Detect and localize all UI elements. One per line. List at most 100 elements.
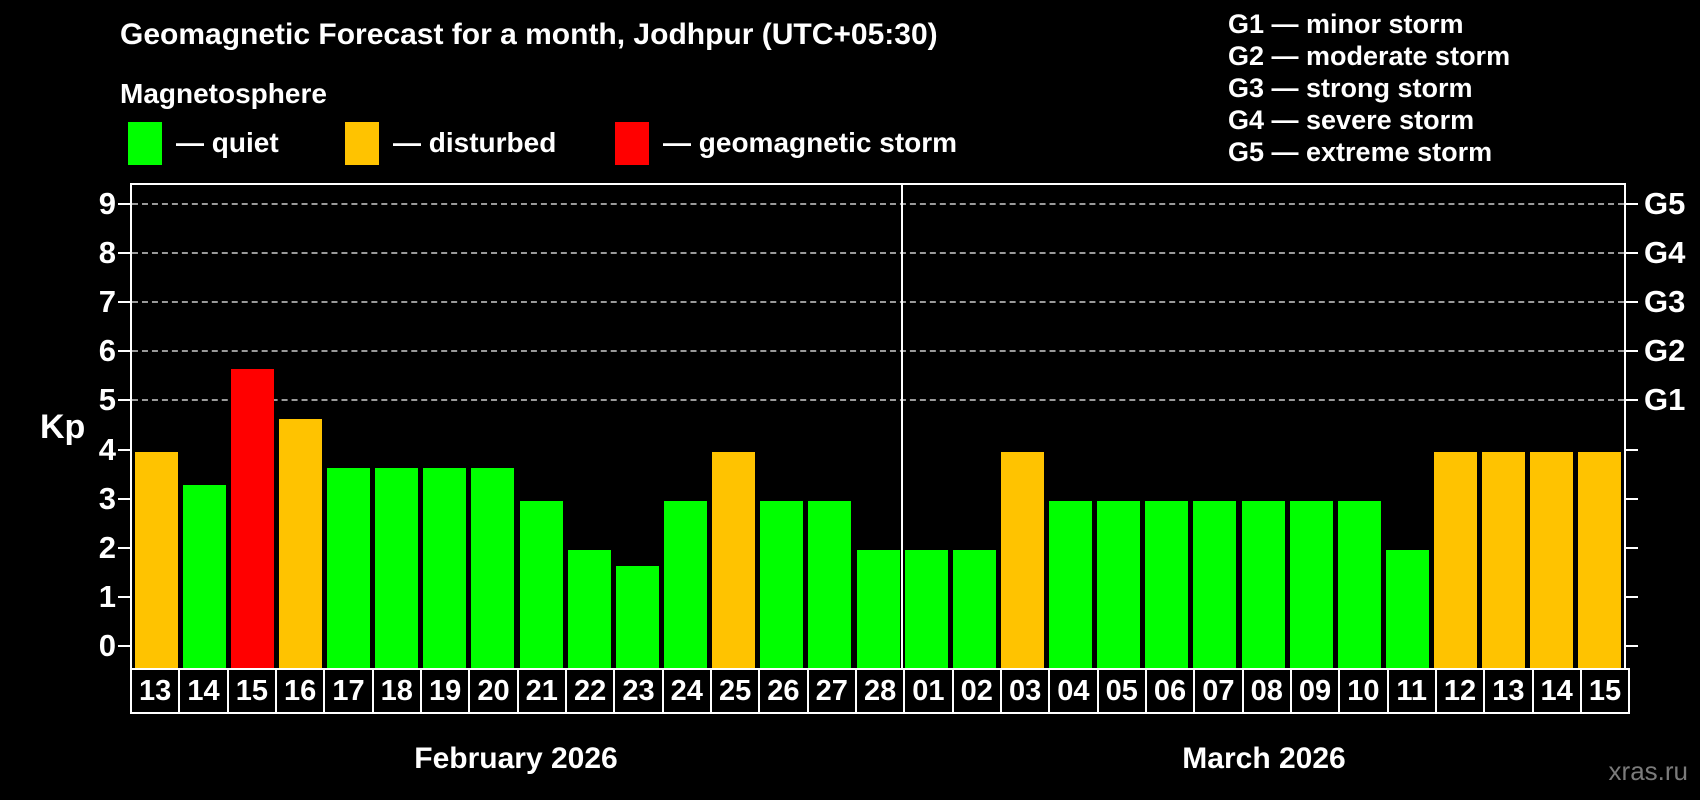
left-axis-tick: [118, 301, 130, 304]
kp-bar-day-06: [1145, 500, 1189, 668]
kp-bar-day-07: [1193, 500, 1237, 668]
day-label: 13: [1483, 668, 1534, 714]
kp-bar-day-22: [567, 549, 611, 668]
day-label: 25: [709, 668, 761, 714]
right-axis-tick: [1626, 399, 1638, 402]
day-label: 14: [1531, 668, 1582, 714]
left-axis-tick: [118, 546, 130, 549]
day-label: 28: [854, 668, 906, 714]
left-axis-tick: [118, 645, 130, 648]
y-axis-tick-label: 5: [98, 382, 116, 418]
y-axis-tick-label: 8: [98, 234, 116, 270]
day-label: 03: [999, 668, 1051, 714]
legend-item-disturbed: — disturbed: [345, 120, 556, 166]
day-label: 18: [371, 668, 422, 714]
legend-label-storm: — geomagnetic storm: [663, 127, 958, 158]
y-axis-tick-label: 6: [98, 333, 116, 369]
g-level-label: G5: [1644, 185, 1686, 221]
kp-bar-day-09: [1289, 500, 1333, 668]
kp-bar-day-26: [760, 500, 804, 668]
gridline-kp9: [132, 202, 1624, 205]
day-label: 10: [1338, 668, 1389, 714]
day-label: 15: [1579, 668, 1631, 714]
g-level-label: G3: [1644, 284, 1686, 320]
kp-bar-day-11: [1385, 549, 1429, 668]
day-label: 12: [1434, 668, 1486, 714]
kp-bar-day-14: [1530, 451, 1574, 668]
day-label: 23: [613, 668, 664, 714]
kp-bar-day-17: [327, 467, 371, 668]
left-axis-tick: [118, 202, 130, 205]
day-label: 26: [758, 668, 809, 714]
day-label: 21: [516, 668, 567, 714]
day-label: 13: [130, 668, 181, 714]
disturbed-color-swatch: [345, 121, 379, 165]
g-scale-line-5: G5 — extreme storm: [1228, 137, 1493, 167]
g-scale-line-3: G3 — strong storm: [1228, 73, 1473, 103]
storm-color-swatch: [615, 121, 649, 165]
gridline-kp5: [132, 399, 1624, 402]
left-axis-tick: [118, 497, 130, 500]
y-axis-tick-label: 1: [98, 579, 116, 615]
right-axis-tick: [1626, 350, 1638, 353]
day-label: 02: [951, 668, 1002, 714]
day-label: 15: [226, 668, 277, 714]
quiet-color-swatch: [128, 121, 162, 165]
day-label: 04: [1048, 668, 1099, 714]
legend-label-quiet: — quiet: [176, 127, 279, 158]
legend-label-disturbed: — disturbed: [393, 127, 557, 158]
right-axis-tick: [1626, 596, 1638, 599]
kp-bar-day-28: [856, 549, 900, 668]
kp-bar-day-24: [663, 500, 707, 668]
right-axis-tick: [1626, 251, 1638, 254]
day-label: 19: [419, 668, 471, 714]
g-level-label: G4: [1644, 234, 1686, 270]
kp-bar-day-13: [1482, 451, 1526, 668]
y-axis-tick-label: 4: [98, 431, 116, 467]
day-label: 11: [1386, 668, 1437, 714]
day-label: 01: [903, 668, 954, 714]
kp-bar-day-21: [519, 500, 563, 668]
day-label: 20: [468, 668, 519, 714]
day-label: 16: [274, 668, 326, 714]
kp-bar-day-02: [952, 549, 996, 668]
watermark: xras.ru: [1608, 756, 1688, 786]
g-level-label: G2: [1644, 333, 1686, 369]
day-label: 24: [661, 668, 712, 714]
kp-bar-day-23: [615, 566, 659, 668]
left-axis-tick: [118, 350, 130, 353]
day-label: 06: [1144, 668, 1196, 714]
plot-area: [118, 183, 1638, 668]
gridline-kp8: [132, 251, 1624, 254]
right-axis-tick: [1626, 202, 1638, 205]
left-axis-tick: [118, 251, 130, 254]
day-label: 14: [178, 668, 229, 714]
kp-bar-day-05: [1097, 500, 1141, 668]
chart-subtitle: Magnetosphere: [120, 78, 327, 109]
kp-bar-day-25: [712, 451, 756, 668]
left-axis-tick: [118, 596, 130, 599]
month-label-march: March 2026: [1182, 742, 1346, 775]
day-label: 09: [1289, 668, 1341, 714]
right-axis-tick: [1626, 497, 1638, 500]
kp-bar-day-27: [808, 500, 852, 668]
kp-bar-day-14: [182, 484, 226, 668]
x-axis-day-labels: 13 14 15 16 17 18 19 20 21 22 23 24 25 26 27 28 01 02 03 04…: [130, 668, 1631, 714]
kp-bar-day-12: [1434, 451, 1478, 668]
month-divider: [901, 185, 904, 668]
kp-bar-day-13: [134, 451, 178, 668]
day-label: 05: [1096, 668, 1147, 714]
kp-bar-day-10: [1337, 500, 1381, 668]
g-scale-line-1: G1 — minor storm: [1228, 9, 1464, 39]
g-scale-line-2: G2 — moderate storm: [1228, 41, 1511, 71]
g-scale-legend: G1 — minor storm G2 — moderate storm G3 — …: [1228, 8, 1510, 168]
kp-bar-day-18: [375, 467, 419, 668]
y-axis-title: Kp: [40, 408, 86, 446]
day-label: 08: [1241, 668, 1292, 714]
day-label: 17: [323, 668, 374, 714]
g-level-label: G1: [1644, 382, 1686, 418]
y-axis-tick-label: 3: [98, 480, 116, 516]
y-axis-tick-labels: 0 1 2 3 4 5 6 7 8 9: [0, 185, 116, 670]
day-label: 22: [564, 668, 616, 714]
